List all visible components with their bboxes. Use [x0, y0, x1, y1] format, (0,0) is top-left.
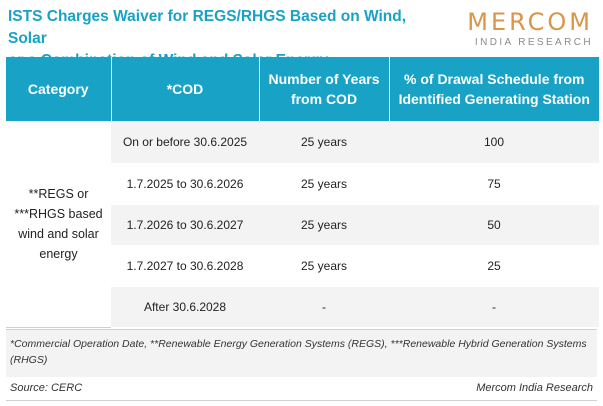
- percent-cell: 100: [389, 121, 599, 164]
- logo-main-text: MERCOM: [467, 8, 593, 36]
- header-cod: *COD: [111, 57, 260, 121]
- percent-cell: 25: [389, 245, 599, 287]
- header: ISTS Charges Waiver for REGS/RHGS Based …: [0, 0, 603, 69]
- logo-sub-text: INDIA RESEARCH: [474, 37, 593, 48]
- waiver-table: Category *COD Number of Years from COD %…: [6, 57, 599, 328]
- percent-cell: 50: [389, 204, 599, 246]
- cod-cell: 1.7.2025 to 30.6.2026: [111, 163, 259, 205]
- years-cell: 25 years: [259, 204, 389, 246]
- years-cell: 25 years: [259, 245, 389, 287]
- cod-cell: After 30.6.2028: [111, 286, 259, 328]
- cod-cell: 1.7.2026 to 30.6.2027: [111, 204, 259, 246]
- percent-cell: -: [389, 286, 599, 328]
- table-row: 1.7.2026 to 30.6.2027 25 years 50: [6, 204, 599, 246]
- credit-note: Mercom India Research: [476, 382, 593, 394]
- category-cell: **REGS or ***RHGS based wind and solar e…: [6, 121, 111, 328]
- years-cell: 25 years: [259, 121, 389, 164]
- years-cell: -: [259, 286, 389, 328]
- table-row: **REGS or ***RHGS based wind and solar e…: [6, 121, 599, 328]
- header-percent: % of Drawal Schedule from Identified Gen…: [389, 57, 599, 121]
- source-note: Source: CERC: [10, 382, 83, 394]
- title-line-1: ISTS Charges Waiver for REGS/RHGS Based …: [8, 8, 407, 47]
- percent-cell: 75: [389, 163, 599, 205]
- footnote: *Commercial Operation Date, **Renewable …: [6, 329, 597, 377]
- header-category: Category: [6, 57, 112, 121]
- table-header-row: Category *COD Number of Years from COD %…: [6, 57, 599, 121]
- bottom-divider: [6, 400, 597, 401]
- cod-cell: 1.7.2027 to 30.6.2028: [111, 245, 259, 287]
- cod-cell: On or before 30.6.2025: [111, 121, 259, 164]
- table-row: 1.7.2027 to 30.6.2028 25 years 25: [6, 245, 599, 287]
- mercom-logo: MERCOM INDIA RESEARCH: [453, 10, 593, 50]
- table-row: 1.7.2025 to 30.6.2026 25 years 75: [6, 163, 599, 205]
- table-row: After 30.6.2028 - -: [6, 286, 599, 328]
- header-years: Number of Years from COD: [259, 57, 390, 121]
- years-cell: 25 years: [259, 163, 389, 205]
